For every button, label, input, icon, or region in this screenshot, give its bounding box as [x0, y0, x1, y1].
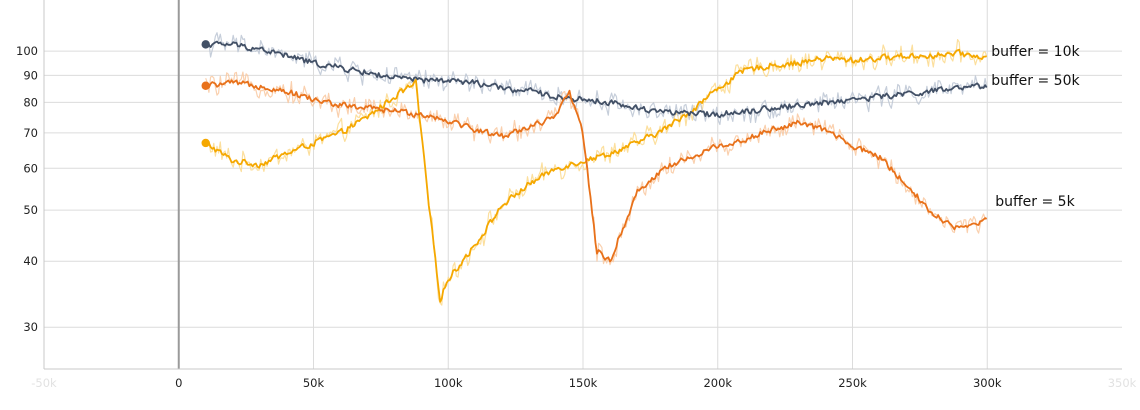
x-tick-label: -50k [31, 376, 57, 390]
axes: -50k 0 50k 100k 150k 200k 250k 300k 350k 30 40 50 60… [16, 0, 1137, 390]
y-tick-label: 70 [23, 126, 38, 140]
series-start-marker [201, 81, 210, 90]
series-label: buffer = 50k [991, 73, 1080, 89]
x-tick-label: 100k [434, 376, 463, 390]
series-labels: buffer = 10k buffer = 50k buffer = 5k [991, 44, 1080, 210]
raw-line-0 [205, 38, 988, 306]
smoothed-series-layer [204, 40, 988, 303]
y-tick-label: 30 [23, 320, 38, 334]
y-tick-label: 100 [16, 44, 38, 58]
series-label: buffer = 5k [995, 194, 1075, 210]
series-line-0 [205, 48, 987, 303]
grid [44, 0, 1122, 369]
y-tick-label: 60 [23, 161, 38, 175]
x-tick-label: 0 [175, 376, 182, 390]
x-tick-label: 50k [303, 376, 325, 390]
series-start-marker [201, 138, 210, 148]
y-tick-label: 40 [23, 254, 38, 268]
start-markers [201, 40, 210, 148]
x-tick-label: 300k [973, 376, 1002, 390]
x-tick-label: 250k [838, 376, 867, 390]
x-tick-label: 200k [703, 376, 732, 390]
series-line-1 [204, 40, 988, 119]
raw-series-layer [205, 32, 988, 306]
series-start-marker [201, 40, 210, 49]
y-tick-label: 80 [23, 95, 38, 109]
series-label: buffer = 10k [991, 44, 1080, 60]
y-tick-label: 90 [23, 68, 38, 82]
raw-line-1 [205, 32, 988, 126]
x-tick-label: 350k [1108, 376, 1137, 390]
series-line-2 [205, 79, 988, 263]
x-tick-label: 150k [569, 376, 598, 390]
y-tick-label: 50 [23, 203, 38, 217]
